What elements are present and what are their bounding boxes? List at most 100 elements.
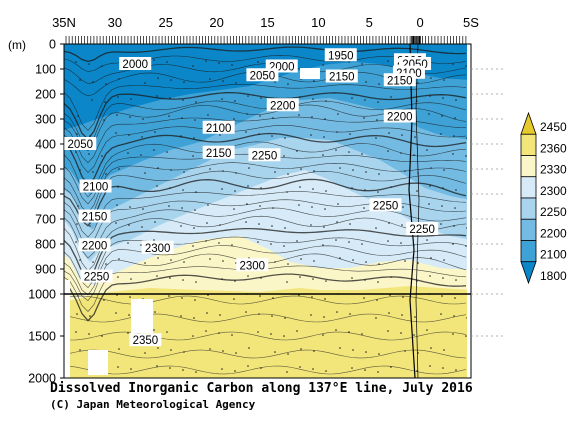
station-dot	[400, 152, 402, 154]
station-dot	[170, 259, 172, 261]
station-dot	[401, 314, 403, 316]
station-dot	[440, 223, 442, 225]
station-dot	[413, 334, 415, 336]
no-data-patch	[131, 299, 153, 333]
station-dot	[352, 259, 354, 261]
colorbar-segment	[520, 176, 537, 199]
station-dot	[299, 186, 301, 188]
contour-label: 2200	[383, 109, 416, 124]
station-dot	[75, 151, 77, 153]
station-dot	[300, 348, 302, 350]
station-dot	[105, 263, 107, 265]
station-dot	[154, 311, 156, 313]
station-dot	[153, 149, 155, 151]
station-dot	[209, 348, 211, 350]
station-dot	[283, 335, 285, 337]
station-dot	[426, 329, 428, 331]
contour-line	[64, 91, 467, 141]
station-dot	[443, 349, 445, 351]
station-dot	[429, 275, 431, 277]
station-dot	[351, 97, 353, 99]
station-dot	[76, 313, 78, 315]
station-dot	[156, 95, 158, 97]
contour-line	[64, 100, 467, 147]
contour-line	[64, 273, 467, 322]
station-dot	[313, 260, 315, 262]
station-dot	[182, 279, 184, 281]
contour-label: 2150	[325, 69, 358, 84]
station-dot	[465, 65, 467, 67]
station-dot	[417, 172, 419, 174]
station-dot	[416, 100, 418, 102]
contour-label-bg	[369, 198, 402, 212]
contour-line	[64, 245, 467, 296]
station-dot	[166, 61, 168, 63]
station-dot	[105, 83, 107, 85]
y-tick-label: 600	[35, 188, 56, 202]
station-dot	[157, 77, 159, 79]
station-dot	[257, 331, 259, 333]
colorbar-label: 2250	[540, 205, 567, 219]
station-dot	[233, 118, 235, 120]
station-dot	[441, 115, 443, 117]
contour-label: 2200	[78, 238, 111, 252]
station-dot	[259, 115, 261, 117]
station-dot	[144, 262, 146, 264]
station-dot	[310, 134, 312, 136]
station-dot	[260, 187, 262, 189]
station-dot	[377, 101, 379, 103]
station-dot	[234, 280, 236, 282]
station-dot	[260, 97, 262, 99]
station-dot	[140, 244, 142, 246]
station-dot	[192, 335, 194, 337]
station-dot	[467, 299, 469, 301]
station-dot	[404, 350, 406, 352]
station-dot	[234, 190, 236, 192]
colorbar-segment	[520, 240, 537, 263]
station-dot	[387, 330, 389, 332]
contour-label: 2250	[369, 198, 402, 212]
station-dot	[377, 281, 379, 283]
station-dot	[390, 366, 392, 368]
station-dot	[311, 206, 313, 208]
station-dot	[454, 207, 456, 209]
station-dot	[455, 279, 457, 281]
contour-line	[64, 207, 467, 259]
contour-label-bg	[383, 109, 416, 123]
station-dot	[430, 347, 432, 349]
station-dot	[222, 350, 224, 352]
station-dot	[453, 225, 455, 227]
no-data-patches	[64, 68, 320, 378]
station-dot	[218, 242, 220, 244]
station-dot	[351, 367, 353, 369]
station-dot	[322, 244, 324, 246]
contour-label-text: 2150	[206, 148, 232, 160]
station-dot	[339, 347, 341, 349]
station-dot	[286, 371, 288, 373]
station-dot	[260, 367, 262, 369]
station-dot	[441, 295, 443, 297]
station-dot	[117, 276, 119, 278]
station-dot	[168, 205, 170, 207]
y-tick-label: 1500	[28, 330, 56, 344]
station-dot	[195, 191, 197, 193]
station-dot	[140, 154, 142, 156]
station-dot	[363, 297, 365, 299]
contour-line	[64, 236, 467, 289]
contour-label-text: 2000	[122, 59, 148, 71]
station-dot	[130, 368, 132, 370]
contour-label-text: 2300	[145, 243, 171, 255]
station-dot	[323, 316, 325, 318]
station-dot	[416, 280, 418, 282]
contour-label-bg	[80, 269, 113, 283]
x-tick-label: 15	[260, 15, 274, 30]
contour-label-text: 2250	[84, 272, 110, 284]
contour-label-bg	[79, 179, 112, 193]
station-dot	[141, 136, 143, 138]
station-dot	[296, 240, 298, 242]
station-dot	[441, 205, 443, 207]
contour-label-bg	[324, 48, 357, 62]
station-dot	[467, 209, 469, 211]
station-dot	[339, 257, 341, 259]
station-dot	[375, 227, 377, 229]
